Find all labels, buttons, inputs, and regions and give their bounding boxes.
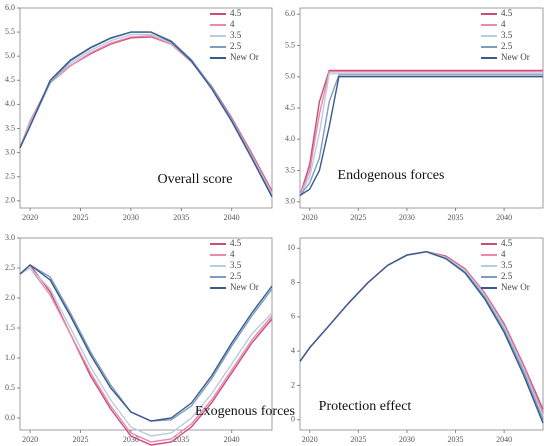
series-line <box>299 250 544 424</box>
y-tick-label: 0.5 <box>5 383 15 392</box>
x-tick-label: 2035 <box>448 435 464 444</box>
legend-label: 4.5 <box>501 238 513 248</box>
legend-label: New Or <box>501 52 530 62</box>
y-tick-label: 2 <box>291 380 295 389</box>
y-tick-label: 8 <box>291 277 295 286</box>
x-tick-label: 2020 <box>302 213 318 222</box>
y-tick-label: 6.0 <box>5 3 15 12</box>
y-tick-label: 4.0 <box>5 99 15 108</box>
y-tick-label: 0.0 <box>5 413 15 422</box>
legend-label: New Or <box>230 282 259 292</box>
y-tick-label: 2.0 <box>5 293 15 302</box>
x-tick-label: 2025 <box>72 213 88 222</box>
x-tick-label: 2040 <box>224 213 240 222</box>
y-tick-label: 4.5 <box>285 103 295 112</box>
legend-label: 3.5 <box>501 260 513 270</box>
series-line <box>19 263 273 446</box>
y-tick-label: 0 <box>291 415 295 424</box>
series-line <box>299 76 543 197</box>
legend-label: 4 <box>230 19 235 29</box>
x-tick-label: 2030 <box>399 213 415 222</box>
y-tick-label: 4.0 <box>285 134 295 143</box>
legend-label: 4 <box>501 19 506 29</box>
y-tick-label: 6 <box>291 312 295 321</box>
x-tick-label: 2020 <box>22 435 38 444</box>
series-line <box>19 267 273 437</box>
x-tick-label: 2040 <box>496 435 512 444</box>
legend-label: 2.5 <box>230 271 242 281</box>
series-line <box>19 31 273 198</box>
y-tick-label: 10 <box>287 243 295 252</box>
y-tick-label: 2.5 <box>5 172 15 181</box>
legend-label: 2.5 <box>230 41 242 51</box>
legend-label: 4 <box>230 249 235 259</box>
x-tick-label: 2030 <box>123 213 139 222</box>
y-tick-label: 6.0 <box>285 9 295 18</box>
x-tick-label: 2040 <box>224 435 240 444</box>
annotation: Overall score <box>157 172 232 187</box>
annotation: Exogenous forces <box>195 404 295 419</box>
legend-label: 4 <box>501 249 506 259</box>
x-tick-label: 2020 <box>22 213 38 222</box>
legend-label: New Or <box>230 52 259 62</box>
series-line <box>19 267 273 443</box>
legend-label: 2.5 <box>501 271 513 281</box>
y-tick-label: 3.5 <box>5 123 15 132</box>
plot-frame <box>19 237 273 431</box>
x-tick-label: 2035 <box>448 213 464 222</box>
x-tick-label: 2030 <box>123 435 139 444</box>
y-tick-label: 1.5 <box>5 323 15 332</box>
y-tick-label: 3.0 <box>5 147 15 156</box>
legend-label: 3.5 <box>501 30 513 40</box>
x-tick-label: 2025 <box>350 435 366 444</box>
x-tick-label: 2030 <box>399 435 415 444</box>
series-line <box>19 264 273 422</box>
y-tick-label: 2.0 <box>5 196 15 205</box>
y-tick-label: 3.0 <box>285 197 295 206</box>
legend-label: 4.5 <box>501 8 513 18</box>
y-tick-label: 1.0 <box>5 353 15 362</box>
plot-frame <box>299 237 544 431</box>
series-line <box>299 69 543 196</box>
series-line <box>299 71 543 196</box>
legend-label: New Or <box>501 282 530 292</box>
y-tick-label: 5.0 <box>285 72 295 81</box>
y-tick-label: 5.5 <box>285 40 295 49</box>
annotation: Endogenous forces <box>338 168 445 183</box>
legend-label: 4.5 <box>230 238 242 248</box>
plot-frame <box>19 7 273 209</box>
y-tick-label: 3.5 <box>285 165 295 174</box>
x-tick-label: 2020 <box>302 435 318 444</box>
annotation: Protection effect <box>319 399 412 414</box>
legend-label: 3.5 <box>230 260 242 270</box>
series-line <box>299 74 543 196</box>
y-tick-label: 4 <box>291 346 295 355</box>
legend-label: 3.5 <box>230 30 242 40</box>
legend-label: 2.5 <box>501 41 513 51</box>
x-tick-label: 2040 <box>496 213 512 222</box>
series-line <box>299 72 543 196</box>
legend-label: 4.5 <box>230 8 242 18</box>
x-tick-label: 2025 <box>72 435 88 444</box>
x-tick-label: 2035 <box>173 435 189 444</box>
y-tick-label: 5.0 <box>5 51 15 60</box>
x-tick-label: 2025 <box>350 213 366 222</box>
y-tick-label: 2.5 <box>5 263 15 272</box>
y-tick-label: 5.5 <box>5 27 15 36</box>
y-tick-label: 3.0 <box>5 233 15 242</box>
y-tick-label: 4.5 <box>5 75 15 84</box>
x-tick-label: 2035 <box>173 213 189 222</box>
